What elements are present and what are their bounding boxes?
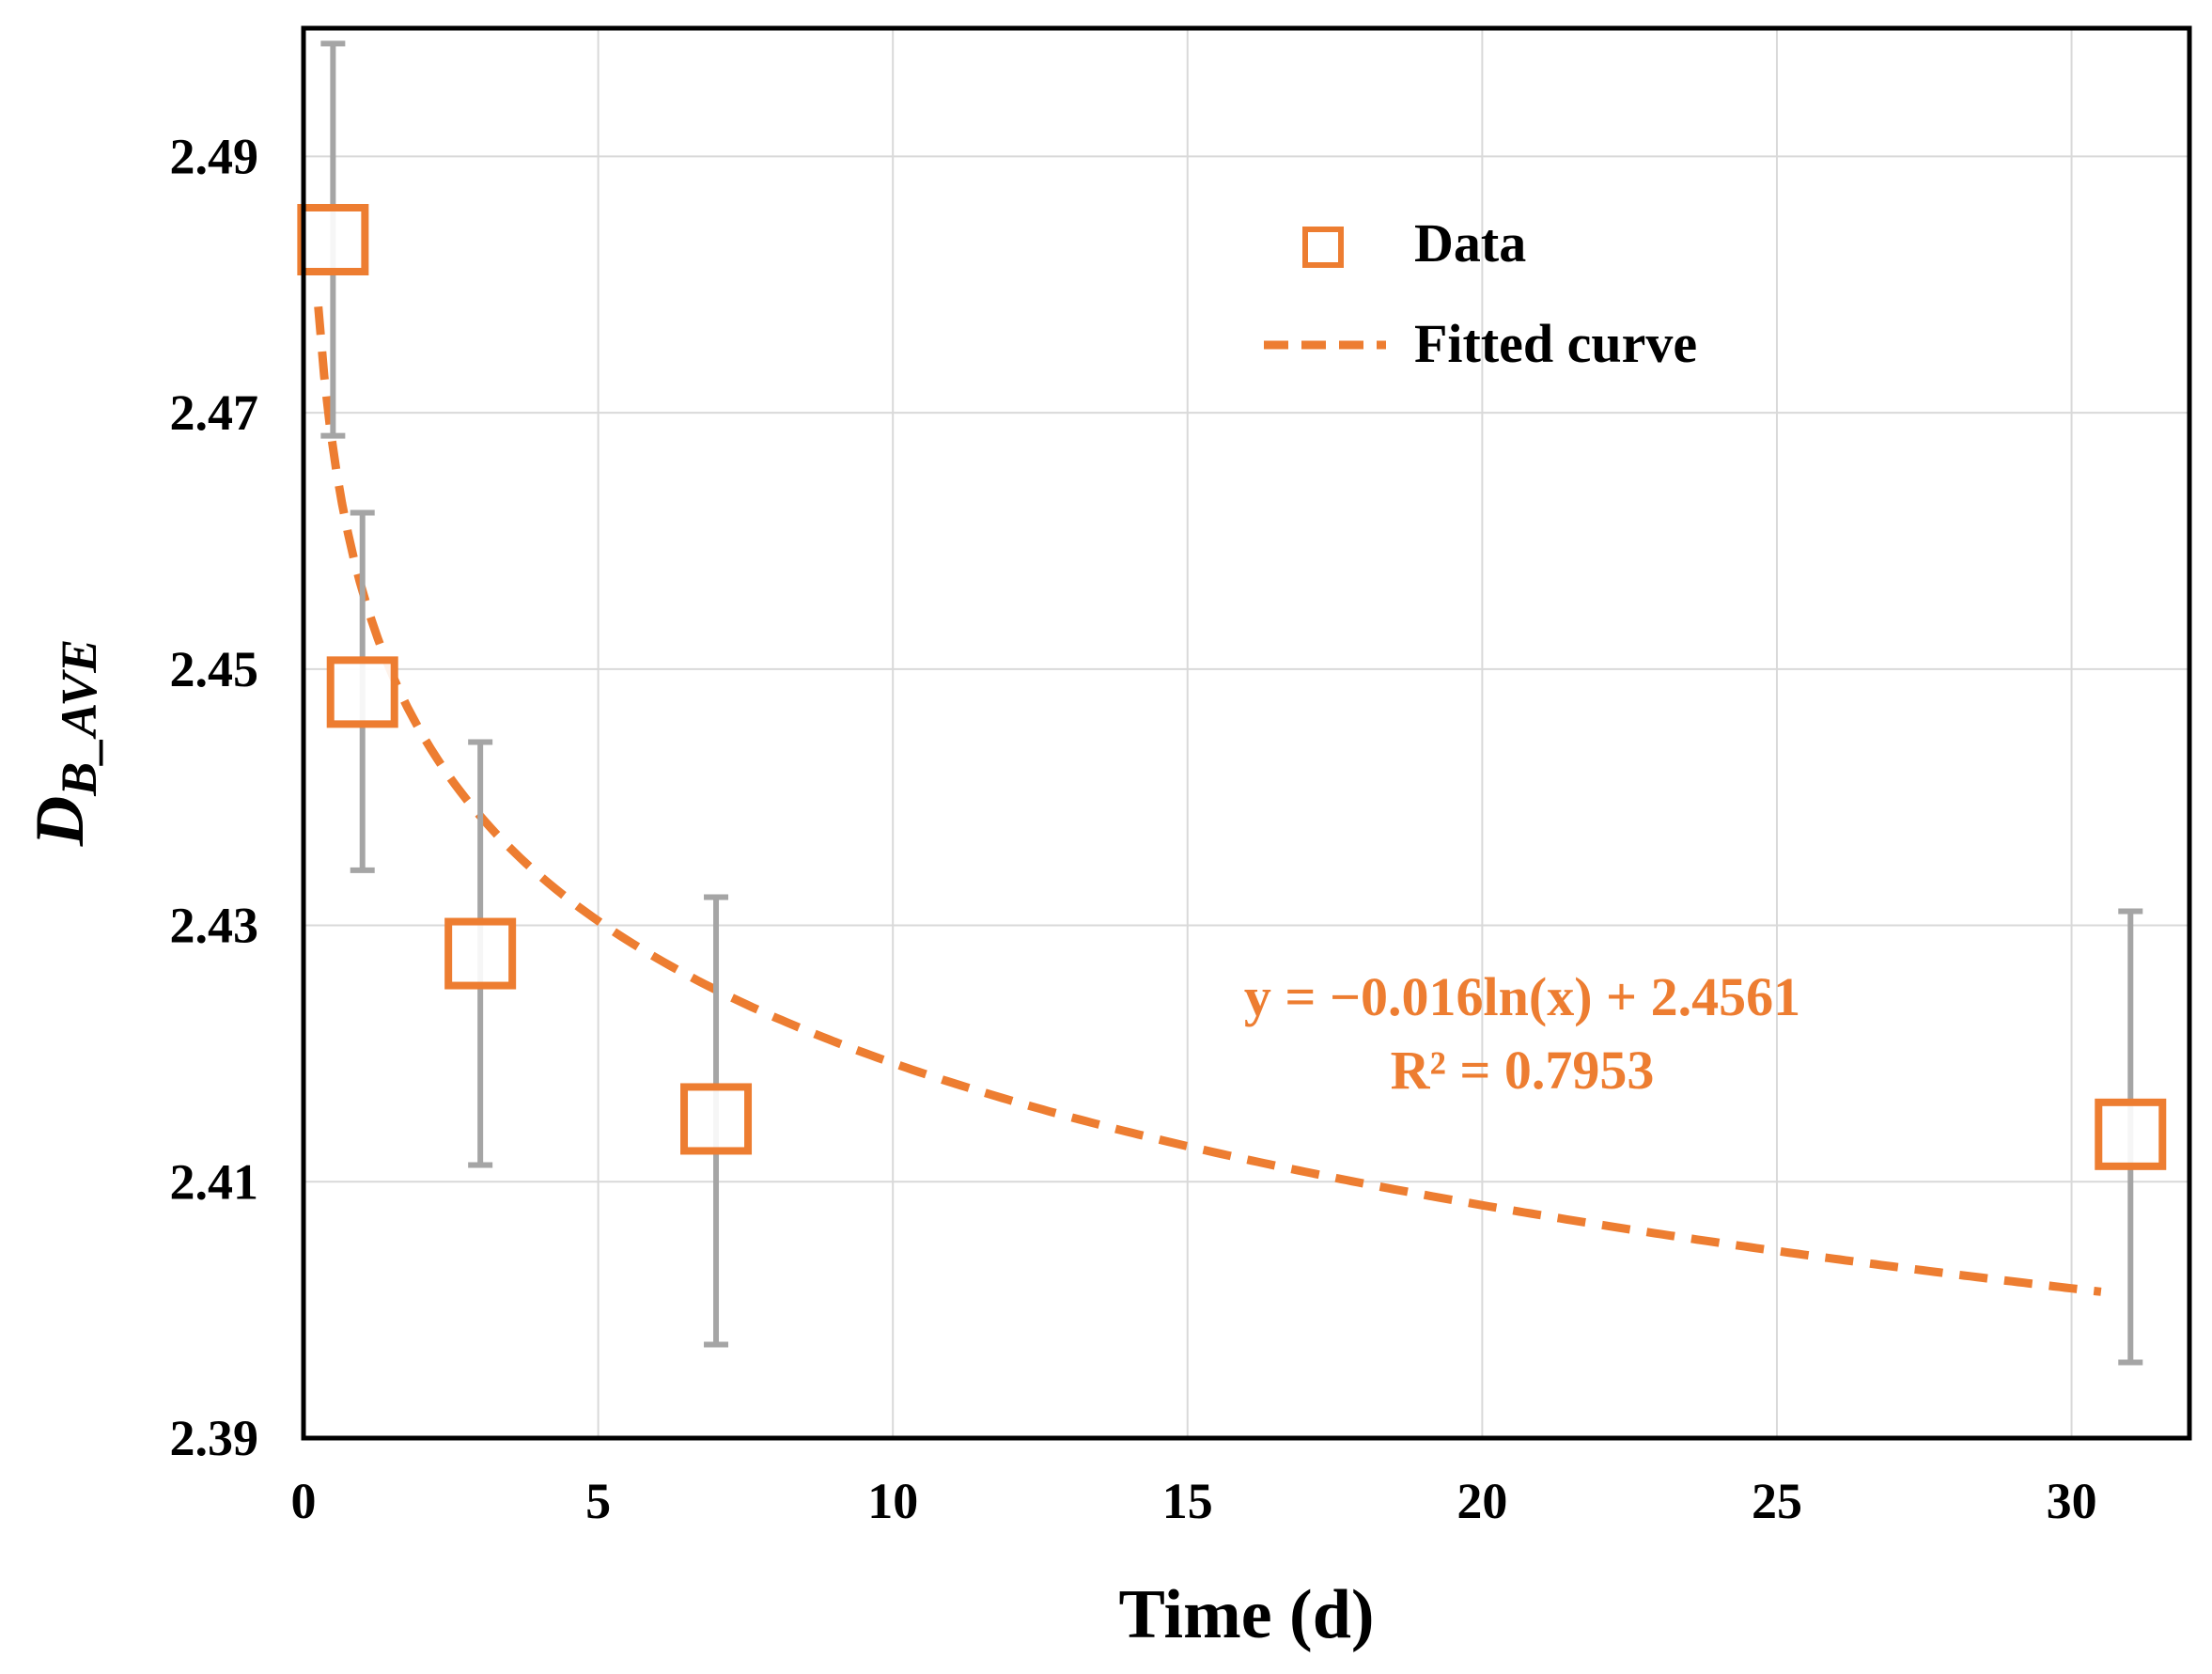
- x-tick-label: 25: [1752, 1473, 1802, 1529]
- y-tick-label: 2.39: [170, 1410, 259, 1466]
- y-tick-label: 2.47: [170, 384, 259, 441]
- y-axis-title-main: D: [22, 796, 99, 847]
- fit-r-squared: R² = 0.7953: [1391, 1040, 1655, 1101]
- y-tick-label: 2.41: [170, 1153, 259, 1210]
- data-point: [326, 656, 398, 728]
- grid: [304, 28, 2189, 1438]
- legend-fit-label: Fitted curve: [1414, 313, 1697, 374]
- tick-labels: 0 5 10 15 20 25 30 2.39 2.41 2.43 2.45 2.47 2.49: [170, 128, 2097, 1529]
- fitted-curve: [314, 305, 2102, 1296]
- x-tick-label: 20: [1456, 1473, 1507, 1529]
- fit-equation: y = −0.016ln(x) + 2.4561: [1244, 966, 1800, 1027]
- y-axis-title-subscript: B_AVE: [51, 639, 107, 797]
- y-axis-title: DB_AVE: [22, 639, 107, 848]
- data-point: [680, 1083, 753, 1155]
- x-tick-label: 15: [1162, 1473, 1213, 1529]
- data-point: [297, 204, 369, 275]
- legend-data-label: Data: [1414, 212, 1526, 274]
- y-tick-label: 2.49: [170, 128, 259, 184]
- fitted-curve-line: [314, 305, 2102, 1296]
- plot-frame: [301, 25, 2192, 1441]
- data-markers: [297, 204, 2167, 1170]
- x-tick-label: 0: [291, 1473, 317, 1529]
- x-axis-title: Time (d): [1118, 1576, 1374, 1653]
- legend: Data Fitted curve: [1264, 212, 1697, 374]
- error-bars: [320, 40, 2143, 1366]
- x-tick-label: 10: [867, 1473, 918, 1529]
- x-tick-label: 30: [2047, 1473, 2097, 1529]
- x-tick-label: 5: [585, 1473, 611, 1529]
- data-point: [2095, 1098, 2167, 1170]
- legend-data-marker: [1302, 227, 1344, 268]
- data-point: [444, 917, 517, 990]
- y-tick-label: 2.43: [170, 898, 259, 954]
- y-tick-label: 2.45: [170, 641, 259, 697]
